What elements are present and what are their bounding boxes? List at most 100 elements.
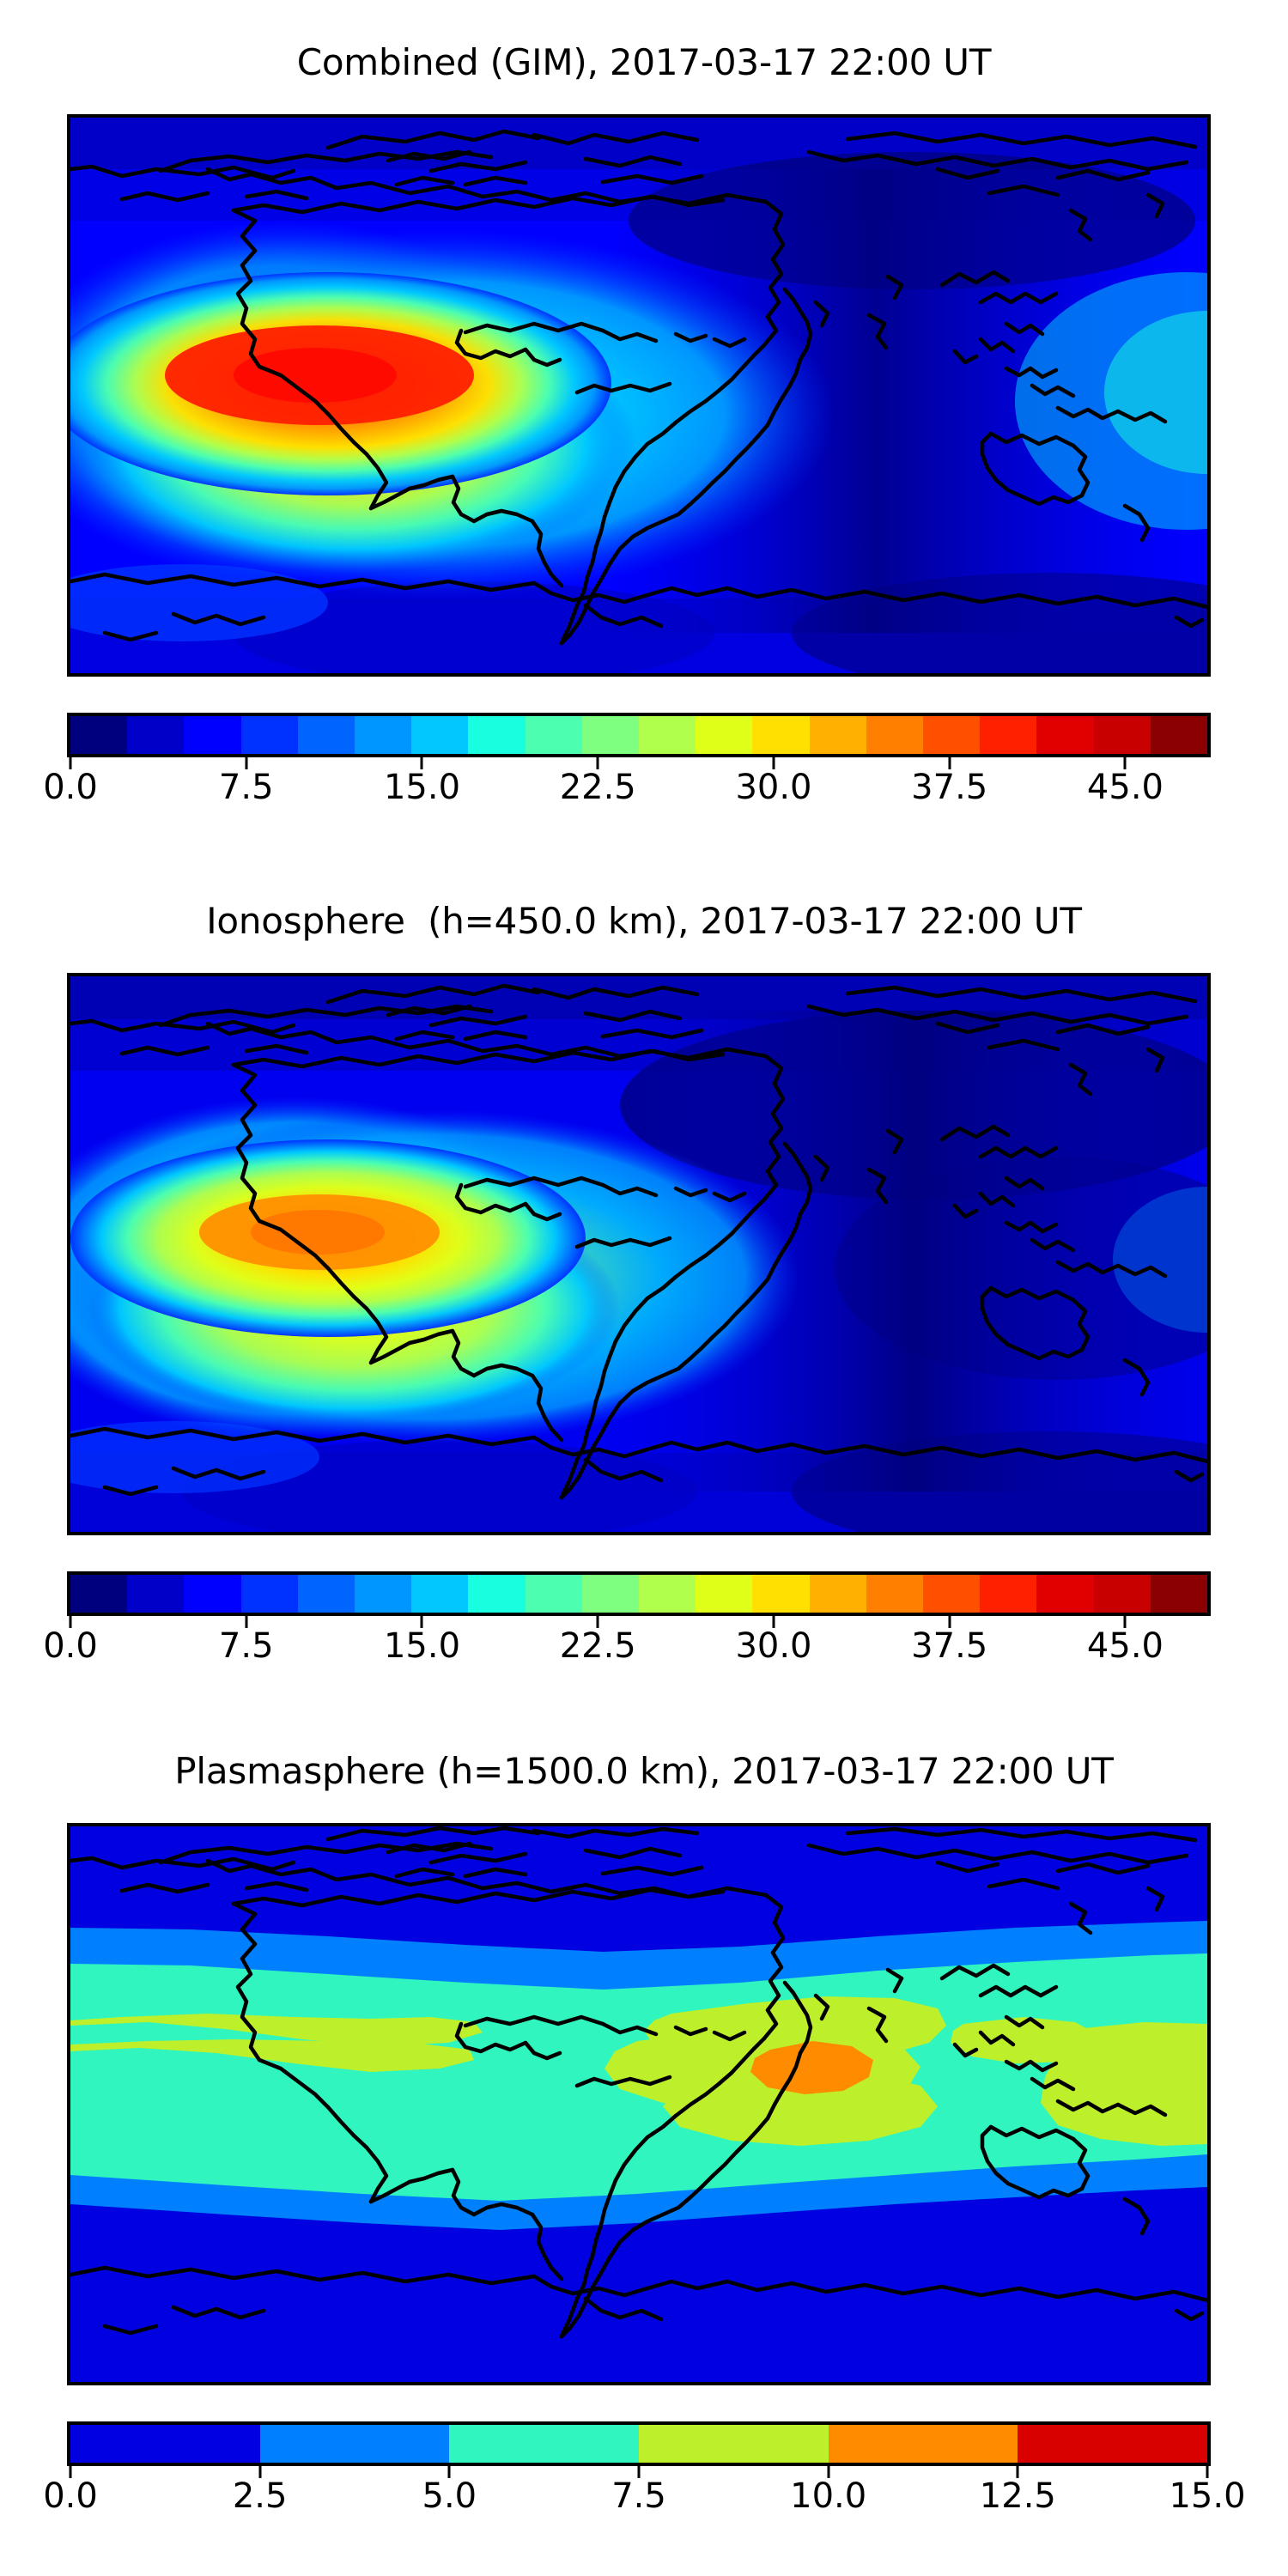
coastlines-combined-gim bbox=[70, 129, 1207, 646]
colorbar-tick-label-5: 12.5 bbox=[979, 2476, 1056, 2516]
colorbar-tick-label-6: 45.0 bbox=[1086, 1626, 1163, 1666]
colorbar-band-3 bbox=[240, 1575, 298, 1613]
colorbar-tick-3 bbox=[596, 757, 599, 769]
colorbar-tick-label-0: 0.0 bbox=[43, 768, 98, 807]
colorbar-tick-2 bbox=[447, 2466, 451, 2478]
colorbar-band-9 bbox=[581, 716, 640, 754]
colorbar-band-11 bbox=[696, 716, 753, 754]
map-canvas-plasmasphere bbox=[70, 1826, 1207, 2382]
colorbar-band-16 bbox=[980, 1575, 1037, 1613]
colorbar-band-1 bbox=[127, 1575, 185, 1613]
colorbar-band-7 bbox=[468, 716, 526, 754]
colorbar-band-0 bbox=[70, 2425, 260, 2463]
colorbar-tick-1 bbox=[245, 1616, 248, 1628]
colorbar-band-11 bbox=[696, 1575, 753, 1613]
colorbar-ticks-combined-gim bbox=[67, 757, 1211, 769]
colorbar-tick-label-1: 7.5 bbox=[218, 768, 274, 807]
colorbar-band-5 bbox=[1018, 2425, 1208, 2463]
colorbar-tick-6 bbox=[1206, 2466, 1209, 2478]
tec-field-plasmasphere bbox=[70, 1826, 1207, 2382]
colorbar-band-13 bbox=[809, 716, 866, 754]
colorbar-gradient-plasmasphere bbox=[67, 2421, 1211, 2466]
colorbar-band-2 bbox=[449, 2425, 640, 2463]
colorbar-ticks-ionosphere bbox=[67, 1616, 1211, 1628]
colorbar-band-12 bbox=[752, 716, 810, 754]
colorbar-band-15 bbox=[923, 1575, 981, 1613]
colorbar-band-13 bbox=[809, 1575, 866, 1613]
colorbar-band-10 bbox=[639, 716, 696, 754]
colorbar-tick-0 bbox=[69, 757, 72, 769]
colorbar-tick-label-6: 15.0 bbox=[1169, 2476, 1246, 2516]
colorbar-tick-label-4: 30.0 bbox=[735, 1626, 812, 1666]
map-canvas-ionosphere bbox=[70, 976, 1207, 1532]
colorbar-tick-2 bbox=[420, 1616, 423, 1628]
colorbar-band-6 bbox=[411, 1575, 469, 1613]
colorbar-tick-1 bbox=[245, 757, 248, 769]
tec-field-ionosphere bbox=[70, 976, 1207, 1532]
colorbar-tick-3 bbox=[596, 1616, 599, 1628]
colorbar-band-2 bbox=[184, 716, 241, 754]
colorbar-band-4 bbox=[297, 1575, 355, 1613]
colorbar-tick-0 bbox=[69, 2466, 72, 2478]
panel-title-combined-gim: Combined (GIM), 2017-03-17 22:00 UT bbox=[296, 41, 992, 83]
colorbar-band-5 bbox=[355, 716, 412, 754]
colorbar-tick-4 bbox=[772, 757, 775, 769]
panel-title-plasmasphere: Plasmasphere (h=1500.0 km), 2017-03-17 2… bbox=[174, 1750, 1114, 1792]
colorbar-tick-label-3: 22.5 bbox=[559, 768, 636, 807]
panel-title-ionosphere: Ionosphere (h=450.0 km), 2017-03-17 22:0… bbox=[206, 900, 1082, 942]
tec-field-combined-gim bbox=[70, 118, 1207, 673]
colorbar-tick-label-3: 22.5 bbox=[559, 1626, 636, 1666]
colorbar-tick-4 bbox=[772, 1616, 775, 1628]
colorbar-band-9 bbox=[581, 1575, 640, 1613]
colorbar-band-4 bbox=[297, 716, 355, 754]
colorbar-band-7 bbox=[468, 1575, 526, 1613]
colorbar-tick-label-3: 7.5 bbox=[611, 2476, 666, 2516]
colorbar-gradient-ionosphere bbox=[67, 1571, 1211, 1616]
colorbar-band-6 bbox=[411, 716, 469, 754]
map-combined-gim bbox=[67, 114, 1211, 677]
colorbar-band-3 bbox=[639, 2425, 829, 2463]
colorbar-band-18 bbox=[1093, 1575, 1151, 1613]
colorbar-tick-1 bbox=[258, 2466, 262, 2478]
colorbar-band-19 bbox=[1150, 1575, 1208, 1613]
colorbar-tick-0 bbox=[69, 1616, 72, 1628]
colorbar-tick-label-6: 45.0 bbox=[1086, 768, 1163, 807]
colorbar-tick-label-1: 7.5 bbox=[218, 1626, 274, 1666]
colorbar-labels-ionosphere: 0.0 7.5 15.0 22.5 30.0 37.5 45.0 bbox=[43, 1626, 1211, 1678]
colorbar-band-2 bbox=[184, 1575, 241, 1613]
colorbar-band-14 bbox=[866, 1575, 924, 1613]
colorbar-ticks-plasmasphere bbox=[67, 2466, 1211, 2478]
colorbar-tick-label-0: 0.0 bbox=[43, 2476, 98, 2516]
colorbar-tick-label-0: 0.0 bbox=[43, 1626, 98, 1666]
colorbar-band-0 bbox=[70, 716, 128, 754]
colorbar-tick-6 bbox=[1123, 1616, 1127, 1628]
colorbar-tick-label-5: 37.5 bbox=[911, 768, 988, 807]
colorbar-tick-label-4: 30.0 bbox=[735, 768, 812, 807]
colorbar-band-4 bbox=[828, 2425, 1018, 2463]
map-plasmasphere bbox=[67, 1823, 1211, 2385]
colorbar-tick-4 bbox=[827, 2466, 830, 2478]
colorbar-band-5 bbox=[355, 1575, 412, 1613]
colorbar-tick-label-2: 15.0 bbox=[383, 768, 461, 807]
colorbar-gradient-combined-gim bbox=[67, 713, 1211, 757]
colorbar-band-8 bbox=[525, 1575, 582, 1613]
colorbar-band-17 bbox=[1036, 716, 1094, 754]
colorbar-band-18 bbox=[1093, 716, 1151, 754]
colorbar-tick-3 bbox=[637, 2466, 641, 2478]
colorbar-band-12 bbox=[752, 1575, 810, 1613]
colorbar-band-16 bbox=[980, 716, 1037, 754]
colorbar-tick-label-2: 5.0 bbox=[422, 2476, 477, 2516]
colorbar-band-17 bbox=[1036, 1575, 1094, 1613]
colorbar-tick-6 bbox=[1123, 757, 1127, 769]
coastlines-plasmasphere bbox=[70, 1826, 1207, 2339]
colorbar-band-8 bbox=[525, 716, 582, 754]
colorbar-tick-5 bbox=[948, 757, 951, 769]
colorbar-tick-label-5: 37.5 bbox=[911, 1626, 988, 1666]
colorbar-tick-label-1: 2.5 bbox=[232, 2476, 288, 2516]
colorbar-tick-5 bbox=[948, 1616, 951, 1628]
colorbar-band-19 bbox=[1150, 716, 1208, 754]
colorbar-band-3 bbox=[240, 716, 298, 754]
colorbar-band-10 bbox=[639, 1575, 696, 1613]
colorbar-band-15 bbox=[923, 716, 981, 754]
